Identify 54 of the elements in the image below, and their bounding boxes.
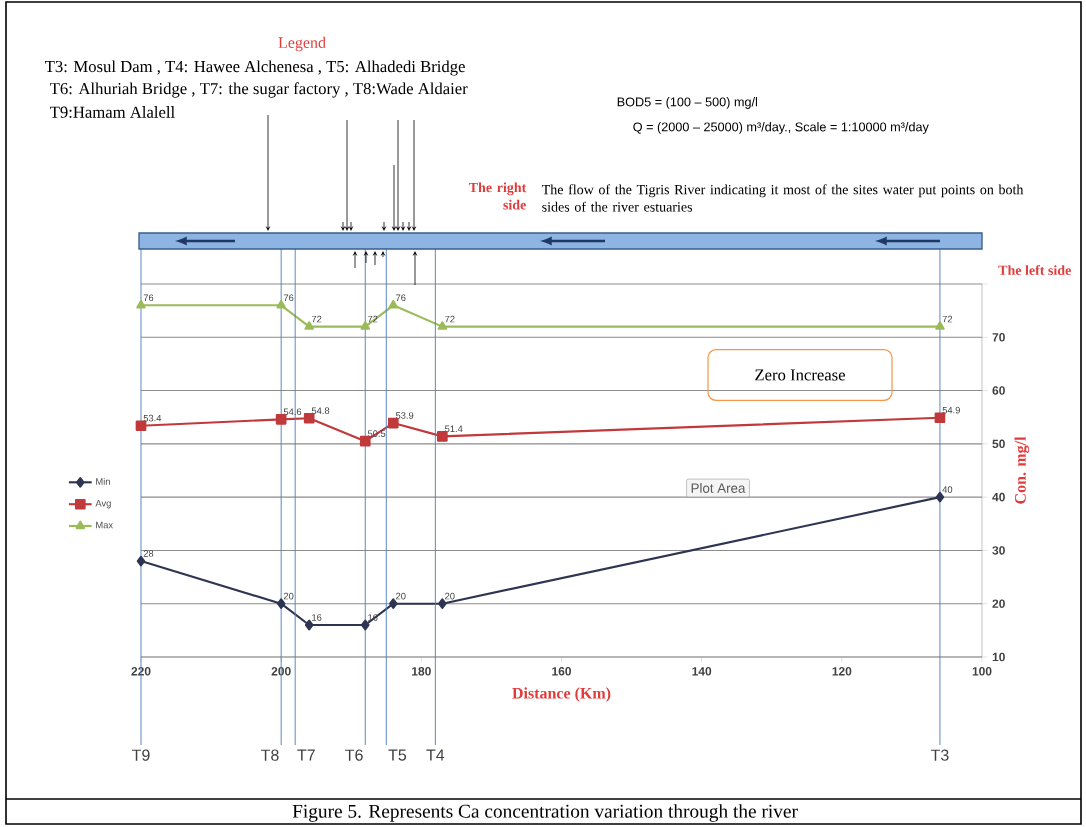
- data-label: 40: [942, 486, 953, 493]
- legend-label: Max: [96, 521, 113, 529]
- ref-line-label: T8: [261, 749, 279, 761]
- data-label: 53.9: [395, 412, 414, 419]
- y-tick-label: 20: [992, 599, 1005, 608]
- data-label: 76: [283, 294, 294, 302]
- data-label: 53.4: [143, 414, 162, 422]
- x-tick-label: 160: [552, 667, 572, 676]
- x-tick-label: 180: [412, 667, 431, 676]
- y-tick-label: 50: [992, 439, 1005, 449]
- text: The right side: [468, 182, 527, 210]
- ref-line-label: T5: [388, 749, 407, 761]
- y-tick-label: 40: [992, 492, 1005, 502]
- data-label: 28: [143, 550, 154, 557]
- data-label: 72: [311, 315, 322, 323]
- ref-line-label: T3: [930, 749, 949, 761]
- x-tick-label: 220: [131, 667, 151, 676]
- data-label: 72: [942, 315, 953, 323]
- y-tick-label: 60: [992, 386, 1005, 395]
- caption: Figure 5. Represents Ca concentration variation through the river: [292, 804, 798, 822]
- text: T3: Mosul Dam , T4: Hawee Alchenesa , T5: Alhadedi Bridge: [45, 60, 465, 76]
- data-label: 16: [312, 614, 322, 621]
- y-tick-label: 70: [992, 333, 1005, 342]
- text: T6: Alhuriah Bridge , T7: the sugar factory , T8:Wade Aldaier: [50, 82, 468, 98]
- y-tick-label: 10: [992, 652, 1005, 662]
- y-axis-title: Con. mg/l: [1014, 436, 1030, 504]
- data-label: 76: [143, 294, 154, 302]
- text: The left side: [998, 265, 1071, 275]
- ref-line-label: T4: [426, 749, 445, 761]
- x-axis-title: Distance (Km): [512, 687, 611, 702]
- text: Legend: [278, 36, 326, 52]
- y-tick-label: 30: [992, 546, 1005, 555]
- text: T9:Hamam Alalell: [50, 106, 175, 118]
- text: Q = (2000 – 25000) m³/day., Scale = 1:10000 m³/day: [633, 122, 929, 134]
- text: The flow of the Tigris River indicating it most of the sites water put points on both sides of the river estuaries: [541, 184, 1024, 212]
- ref-line-label: T6: [345, 749, 363, 761]
- x-tick-label: 140: [692, 667, 712, 676]
- data-label: 51.4: [444, 425, 463, 433]
- annotation: Plot Area: [691, 483, 746, 493]
- data-label: 20: [445, 592, 455, 600]
- legend-label: Avg: [95, 500, 111, 509]
- annotation: Zero Increase: [755, 369, 845, 381]
- data-label: 20: [283, 592, 294, 600]
- data-label: 72: [445, 315, 455, 323]
- text: BOD5 = (100 – 500) mg/l: [617, 97, 758, 109]
- ref-line-label: T9: [132, 749, 150, 761]
- data-label: 20: [396, 592, 406, 600]
- x-tick-label: 120: [832, 667, 852, 676]
- ref-line-label: T7: [297, 749, 315, 761]
- data-label: 76: [396, 294, 406, 302]
- x-tick-label: 100: [972, 667, 992, 676]
- legend-label: Min: [96, 477, 110, 485]
- data-label: 54.8: [311, 407, 330, 414]
- data-label: 54.9: [942, 406, 960, 414]
